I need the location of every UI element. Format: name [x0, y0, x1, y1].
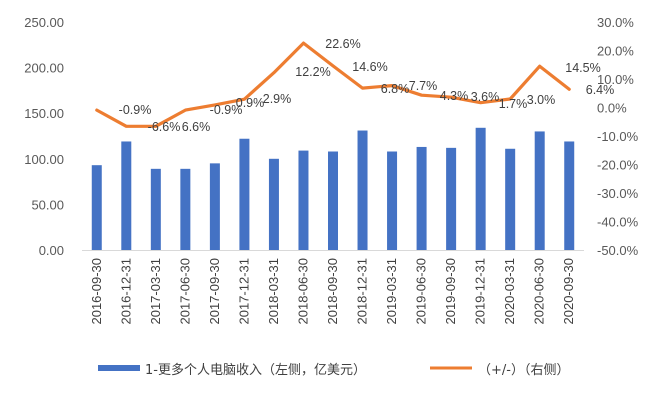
line-data-label: 6.6%: [182, 120, 211, 134]
left-tick-label: 200.00: [24, 61, 64, 76]
left-tick-label: 250.00: [24, 15, 64, 30]
line-data-label: -6.6%: [148, 120, 181, 134]
line-data-label: -0.9%: [210, 103, 243, 117]
line-point: [302, 41, 305, 45]
line-data-label: 2.9%: [263, 92, 292, 106]
bar: [446, 147, 457, 250]
legend-line-label: （+/-）（右侧）: [478, 363, 569, 378]
line-point: [184, 108, 187, 112]
line-data-label: 22.6%: [325, 37, 360, 51]
x-tick-label: 2020-03-31: [502, 258, 517, 325]
line-series: [95, 41, 571, 128]
x-tick-label: 2019-12-31: [473, 258, 488, 325]
line-point: [420, 94, 423, 97]
bar: [564, 141, 575, 250]
right-tick-label: -30.0%: [597, 186, 639, 201]
bar: [416, 146, 427, 250]
line-data-label: 0.9%: [236, 96, 265, 110]
line-point: [361, 86, 364, 90]
right-tick-label: 20.0%: [597, 44, 634, 59]
x-tick-label: 2018-03-31: [266, 258, 281, 325]
bar: [121, 141, 132, 250]
legend-bar-swatch: [98, 365, 140, 371]
x-tick-label: 2018-09-30: [325, 258, 340, 325]
line-point: [568, 88, 571, 91]
line-point: [213, 103, 217, 107]
bar: [91, 165, 102, 250]
x-tick-label: 2018-12-31: [355, 258, 370, 325]
data-labels: -0.9%-6.6% 6.6%-0.9%0.9%2.9%12.2%22.6%14.…: [119, 37, 615, 134]
right-tick-label: 0.0%: [597, 101, 627, 116]
line-data-label: 12.2%: [295, 65, 330, 79]
bar: [328, 151, 338, 250]
left-tick-label: 0.00: [39, 243, 64, 258]
x-tick-label: 2017-09-30: [207, 258, 222, 325]
x-tick-label: 2016-09-30: [89, 258, 104, 325]
bar: [209, 163, 220, 250]
bar: [475, 127, 486, 250]
line-point: [154, 125, 158, 128]
line-point: [331, 64, 335, 68]
x-tick-label: 2017-03-31: [148, 258, 163, 325]
line-point: [243, 98, 246, 101]
line-data-label: 3.0%: [527, 93, 556, 107]
x-tick-label: 2017-12-31: [236, 258, 251, 325]
left-tick-label: 150.00: [24, 106, 64, 121]
x-tick-label: 2019-09-30: [443, 258, 458, 325]
right-tick-label: -50.0%: [597, 243, 639, 258]
legend: 1-更多个人电脑收入（左侧，亿美元） （+/-）（右侧）: [98, 362, 569, 378]
x-tick-label: 2019-06-30: [414, 258, 429, 325]
right-tick-label: 30.0%: [597, 15, 634, 30]
line-data-label: -0.9%: [119, 103, 152, 117]
x-axis: 2016-09-30 2016-12-31 2017-03-31 2017-06-30…: [82, 250, 584, 325]
line-point: [538, 64, 541, 68]
line-data-label: 7.7%: [409, 79, 438, 93]
right-tick-label: 10.0%: [597, 72, 634, 87]
bar: [357, 130, 368, 250]
line-path: [95, 41, 571, 128]
line-point: [449, 96, 453, 99]
x-tick-label: 2016-12-31: [118, 258, 133, 325]
x-tick-label: 2017-06-30: [177, 258, 192, 325]
bar: [268, 158, 279, 250]
line-point: [95, 108, 98, 112]
bar: [298, 150, 309, 250]
line-point: [125, 125, 128, 128]
bar: [150, 168, 161, 250]
x-tick-label: 2020-09-30: [561, 258, 576, 325]
bar: [505, 148, 516, 250]
bar: [180, 168, 191, 250]
bar-series: [91, 127, 575, 250]
right-axis: -50.0% -40.0% -30.0% -20.0% -10.0% 0.0% 10.0% 2…: [597, 15, 639, 258]
x-tick-label: 2020-06-30: [532, 258, 547, 325]
right-tick-label: -40.0%: [597, 215, 639, 230]
bar: [239, 138, 250, 250]
right-tick-label: -10.0%: [597, 129, 639, 144]
left-tick-label: 50.00: [31, 197, 64, 212]
x-tick-label: 2018-06-30: [295, 258, 310, 325]
line-point: [508, 97, 512, 101]
line-data-label: 6.4%: [586, 83, 615, 97]
left-axis: 0.00 50.00 100.00 150.00 200.00 250.00: [24, 15, 64, 258]
bar: [387, 151, 398, 250]
x-tick-label: 2019-03-31: [384, 258, 399, 325]
line-data-label: 14.5%: [565, 61, 600, 75]
line-point: [390, 84, 394, 87]
right-tick-label: -20.0%: [597, 158, 639, 173]
line-data-label: 6.8%: [381, 82, 410, 96]
line-data-label: 1.7%: [499, 97, 528, 111]
left-tick-label: 100.00: [24, 152, 64, 167]
line-data-label: 14.6%: [352, 60, 387, 74]
line-data-label: 3.6%: [471, 90, 500, 104]
line-point: [479, 101, 482, 104]
legend-bar-label: 1-更多个人电脑收入（左侧，亿美元）: [145, 362, 366, 378]
line-data-label: 4.3%: [440, 89, 469, 103]
line-point: [272, 71, 276, 74]
bar: [534, 131, 545, 250]
